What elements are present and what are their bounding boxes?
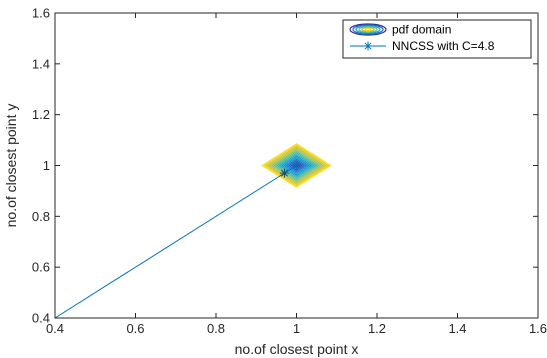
x-tick-label: 0.6 — [126, 321, 144, 336]
legend-contour-ring — [358, 26, 378, 33]
contour-level-7 — [278, 153, 315, 178]
y-tick-label: 1.4 — [32, 56, 50, 71]
y-tick-label: 1 — [43, 158, 50, 173]
series-layer — [54, 161, 301, 319]
y-tick-label: 0.8 — [32, 209, 50, 224]
legend-contour-ring — [349, 23, 387, 36]
series-marker-0-0 — [279, 168, 289, 178]
legend-contour-ring — [364, 27, 372, 32]
legend-contour-icon — [349, 23, 387, 36]
y-tick-label: 1.2 — [32, 107, 50, 122]
y-tick-label: 0.6 — [32, 260, 50, 275]
y-tick-label: 1.6 — [32, 6, 50, 21]
x-axis-label: no.of closest point x — [235, 341, 359, 357]
x-tick-label: 0.8 — [207, 321, 225, 336]
contour-level-9 — [273, 150, 320, 181]
x-tick-label: 1 — [293, 321, 300, 336]
y-tick-label: 0.4 — [32, 311, 50, 326]
contour-level-11 — [268, 147, 325, 184]
legend-asterisk — [363, 41, 373, 51]
x-tick-label: 0.4 — [46, 321, 64, 336]
x-tick-label: 1.6 — [529, 321, 547, 336]
contour-level-13 — [263, 144, 330, 187]
contour-level-4 — [285, 158, 308, 173]
contour-level-10 — [270, 149, 323, 182]
legend-entry-nncss: NNCSS with C=4.8 — [392, 39, 495, 53]
series-line-0 — [54, 165, 297, 319]
contour-level-6 — [280, 155, 313, 176]
contour-level-8 — [275, 152, 318, 179]
legend-contour-ring — [352, 24, 384, 35]
legend-marker-nncss — [363, 41, 373, 51]
contour-level-3 — [288, 160, 305, 171]
tick-layer: 0.4 0.6 0.8 1 1.2 1.4 1.6 0.4 0.6 0.8 1 1.2 1.4 1.6 — [32, 6, 547, 337]
x-tick-label: 1.2 — [368, 321, 386, 336]
series-marker-0-1 — [292, 161, 301, 170]
contour-level-5 — [283, 157, 310, 174]
contour-level-12 — [266, 146, 327, 185]
legend-contour-ring — [355, 25, 381, 34]
contour-level-14 — [261, 143, 332, 188]
legend-contour-ring — [361, 27, 375, 32]
x-tick-label: 1.4 — [448, 321, 466, 336]
legend-entry-pdf-domain: pdf domain — [392, 23, 451, 37]
y-axis-label: no.of closest point y — [3, 104, 19, 228]
legend: pdf domain NNCSS with C=4.8 — [342, 19, 532, 59]
